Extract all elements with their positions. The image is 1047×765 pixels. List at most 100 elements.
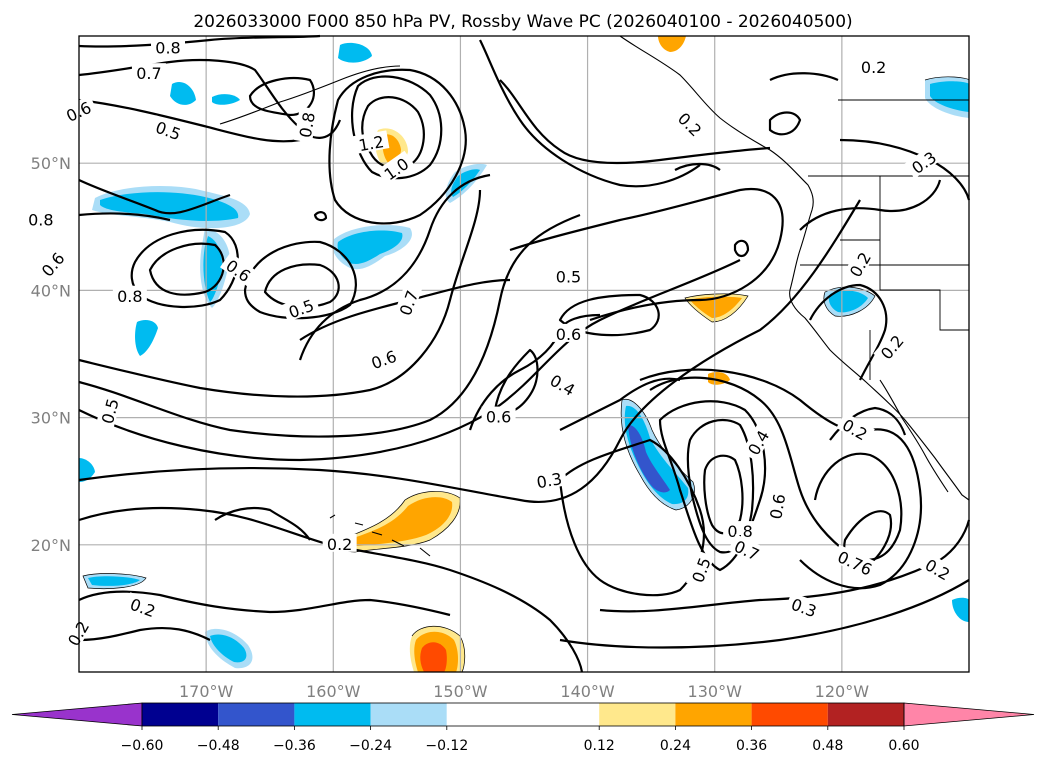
colorbar-segment: [827, 703, 904, 726]
contour-label-bg: [322, 533, 357, 552]
chart-title: 2026033000 F000 850 hPa PV, Rossby Wave …: [193, 12, 852, 32]
contour-label-bg: [131, 63, 166, 82]
y-tick-label: 20°N: [31, 536, 71, 555]
contour-label-bg: [393, 283, 422, 322]
colorbar-segment: [142, 703, 219, 726]
contour-label-bg: [23, 209, 58, 228]
contour-label-bg: [294, 106, 318, 143]
alaska-coast: [619, 35, 970, 501]
colorbar-tick-label: 0.24: [660, 738, 691, 754]
contour-label: 0.6: [766, 492, 789, 520]
colorbar-tick-label: 0.48: [812, 738, 843, 754]
contour-label: 0.8: [727, 522, 752, 541]
aleutians: [219, 65, 401, 125]
shade-blue-b: [212, 94, 240, 105]
contour-label-bg: [149, 115, 188, 144]
x-tick-label: 160°W: [306, 682, 361, 701]
shade-blue-lobe-core: [203, 236, 223, 302]
contour-label-bg: [741, 422, 774, 462]
contour-label-bg: [551, 323, 586, 342]
shade-blue-sw-big-core: [628, 424, 670, 493]
contour-label: 0.8: [28, 210, 53, 229]
shade-orange-hawaii: [347, 497, 453, 546]
contour-label-bg: [685, 550, 715, 589]
hawaii-islands: [329, 514, 431, 557]
contour-label: 0.8: [296, 111, 319, 139]
contour-label: 1.2: [357, 132, 385, 155]
shade-blue-f-core: [210, 634, 247, 663]
contour-label-bg: [219, 252, 259, 287]
colorbar-segment: [675, 703, 752, 726]
contour-label-bg: [481, 406, 516, 425]
colorbar-extend-high: [903, 702, 1035, 727]
y-tick-label: 40°N: [31, 281, 71, 300]
contour-label-bg: [58, 95, 98, 126]
colorbar-tick-label: −0.12: [425, 738, 468, 754]
x-tick-label: 120°W: [815, 682, 870, 701]
contour-label-bg: [672, 105, 710, 143]
shade-blue-e-core: [88, 576, 140, 586]
state-borders: [800, 99, 969, 380]
colorbar-extend-low: [11, 702, 143, 727]
contour-label-bg: [530, 467, 568, 492]
shade-blue-mid-core: [337, 230, 403, 264]
contour-label-bg: [764, 487, 789, 525]
shade-orange-pac: [690, 296, 742, 318]
contour-label-bg: [352, 130, 390, 154]
contour-label: 0.8: [117, 287, 142, 306]
shade-red-south: [420, 642, 447, 672]
contour-label-bg: [873, 327, 910, 366]
colorbar: −0.60 −0.48 −0.36 −0.24 −0.12 0.12 0.24 0.36 0.4…: [11, 702, 1035, 754]
map-background: [79, 36, 969, 672]
colorbar-tick-label: −0.60: [121, 738, 164, 754]
colorbar-frame: [141, 702, 905, 727]
contour-label-bg: [918, 552, 958, 585]
gridlines: [79, 36, 969, 672]
contour-label-bg: [543, 367, 583, 401]
contour-label: 0.5: [556, 268, 581, 287]
y-tick-label: 50°N: [31, 154, 71, 173]
contour-label-bg: [151, 37, 185, 56]
contour-label-bg: [831, 544, 880, 580]
colorbar-segment: [218, 703, 295, 726]
contour-label-bg: [836, 412, 875, 445]
shade-blue-c: [135, 320, 158, 356]
contour-label-bg: [95, 391, 122, 430]
colorbar-segment: [294, 703, 371, 726]
contour-label-bg: [112, 285, 147, 304]
contour-label-bg: [723, 521, 758, 540]
shade-orange-top: [658, 36, 686, 52]
shade-blue-coast-core: [828, 290, 868, 313]
x-tick-label: 130°W: [688, 682, 743, 701]
y-tick-label: 30°N: [31, 409, 71, 428]
contour-label-bg: [60, 613, 94, 653]
y-axis-ticks: 50°N 40°N 30°N 20°N: [31, 154, 71, 555]
contour-label: 0.8: [155, 39, 180, 58]
colorbar-tick-label: −0.48: [197, 738, 240, 754]
contour-label: 0.6: [486, 408, 511, 427]
shade-blue-top: [338, 42, 372, 63]
x-tick-label: 150°W: [433, 682, 488, 701]
map-panel: 0.80.70.60.5 0.81.21.00.80.60.80.60.5 0.70…: [23, 34, 971, 673]
contour-label-bg: [364, 344, 403, 373]
contour-label: 0.7: [136, 64, 161, 83]
shade-blue-d: [79, 458, 95, 482]
x-tick-label: 170°W: [179, 682, 234, 701]
contour-label: 0.3: [535, 469, 563, 492]
colorbar-tick-label: 0.60: [888, 738, 919, 754]
colorbar-segment: [446, 703, 600, 726]
colorbar-tick-label: 0.12: [584, 738, 615, 754]
contour-label-bg: [281, 293, 320, 322]
shade-blue-nw-core: [100, 192, 239, 221]
shade-blue-ne-core: [930, 81, 969, 112]
colorbar-segment: [599, 703, 676, 726]
shade-blue-a: [170, 81, 196, 105]
x-axis-ticks: 170°W 160°W 150°W 140°W 130°W 120°W: [179, 682, 869, 701]
contour-label-bg: [842, 244, 876, 284]
shade-blue-sw-big-mid: [624, 405, 689, 505]
colorbar-segment: [370, 703, 447, 726]
coastlines: [219, 35, 970, 557]
contour-label-bg: [551, 266, 586, 285]
shade-blue-se: [952, 597, 969, 622]
